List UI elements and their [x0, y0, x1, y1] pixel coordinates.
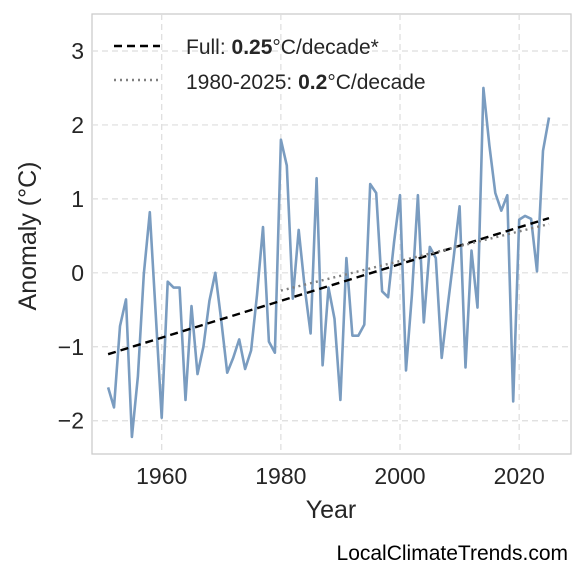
- y-tick-label: 3: [71, 38, 84, 64]
- legend: Full: 0.25°C/decade* 1980-2025: 0.2°C/de…: [114, 36, 426, 94]
- y-tick-label: 1: [71, 186, 84, 212]
- legend-label-full: Full: 0.25°C/decade*: [186, 36, 379, 59]
- tick-labels: 1960 1980 2000 2020 −2 −1 0 1 2 3: [58, 38, 545, 489]
- recent-trend-line: [280, 222, 550, 292]
- x-axis-title: Year: [306, 496, 357, 524]
- y-axis-title: Anomaly (°C): [14, 162, 42, 311]
- y-tick-label: 2: [71, 112, 84, 138]
- y-tick-label: −2: [58, 408, 84, 434]
- y-tick-label: 0: [71, 260, 84, 286]
- source-credit: LocalClimateTrends.com: [337, 542, 568, 565]
- x-tick-label: 1960: [136, 463, 187, 489]
- x-tick-label: 1980: [255, 463, 306, 489]
- series-group: [106, 86, 551, 439]
- x-tick-label: 2000: [374, 463, 425, 489]
- y-tick-label: −1: [58, 334, 84, 360]
- plot-area: [91, 13, 572, 455]
- legend-label-1980-2025: 1980-2025: 0.2°C/decade: [186, 71, 426, 94]
- x-tick-label: 2020: [494, 463, 545, 489]
- full-trend-line: [107, 216, 550, 356]
- anomaly-series-line: [106, 86, 551, 439]
